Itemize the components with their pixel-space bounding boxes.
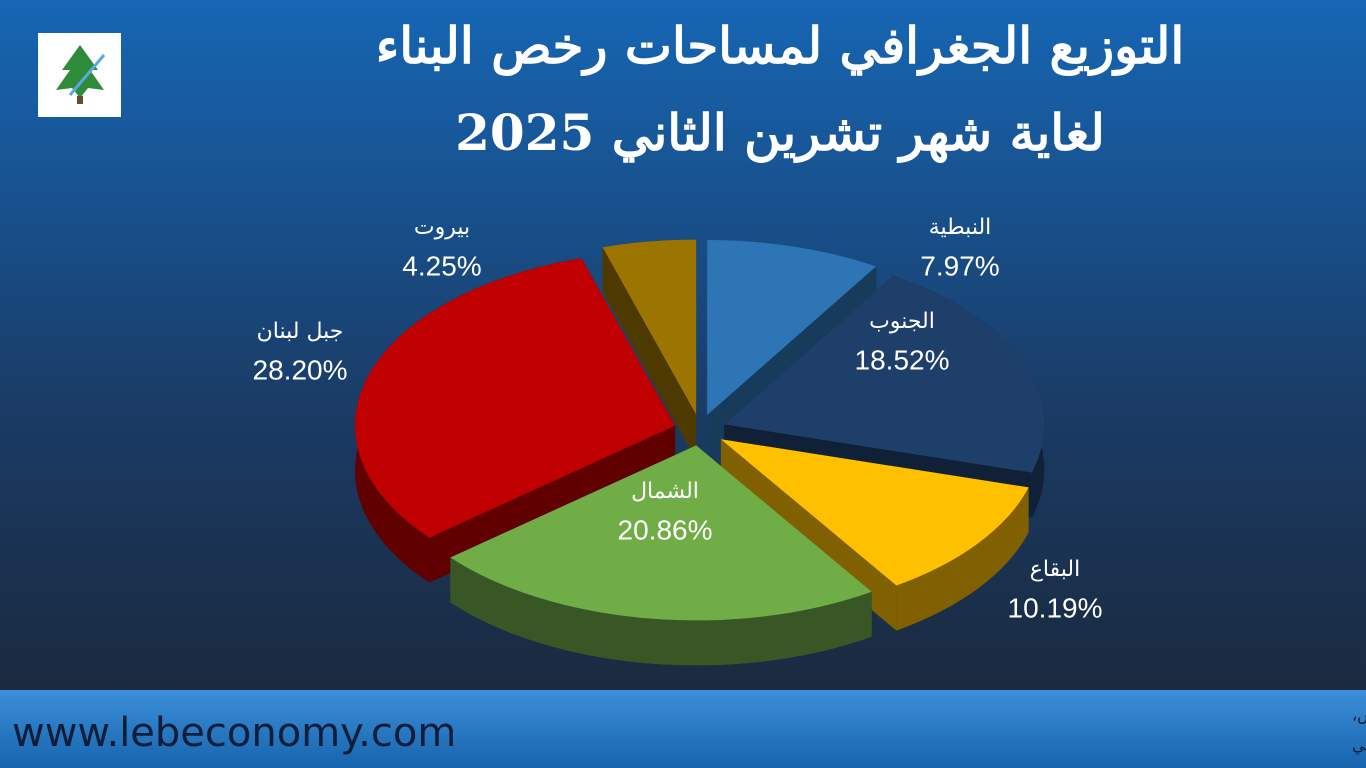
slice xyxy=(602,239,697,460)
slice-value-label: 7.97% xyxy=(920,250,999,281)
slice-top xyxy=(355,258,676,538)
slice-category: الشمال xyxy=(631,479,699,504)
slice-category: بيروت xyxy=(414,215,470,240)
pie xyxy=(355,239,1045,666)
footer-bar xyxy=(0,690,1366,768)
slice-category: النبطية xyxy=(929,215,992,240)
slice-category: البقاع xyxy=(1030,557,1080,582)
slice-top xyxy=(720,439,1029,586)
source-line: المصدر: نقابة المهندسين في بيروت، نقابة … xyxy=(1352,706,1366,726)
slice-side xyxy=(450,557,872,666)
slice-value-label: 20.86% xyxy=(618,514,713,545)
source-line: وحدة الأبحاث الإقتصادية في بنك الإعتماد … xyxy=(1352,735,1366,756)
chart-subtitle: لغاية شهر تشرين الثاني 2025 xyxy=(455,103,1105,163)
slice-value-label: 18.52% xyxy=(855,344,950,375)
slice-top xyxy=(602,239,697,415)
website: www.lebeconomy.com xyxy=(12,710,456,756)
slice-top xyxy=(707,239,877,415)
labels: النبطية 7.97% الجنوب 18.52% البقاع 10.19% الشم… xyxy=(253,215,1103,623)
slice-side xyxy=(896,487,1029,631)
chart-title: التوزيع الجغرافي لمساحات رخص البناء xyxy=(376,16,1184,76)
slice xyxy=(450,445,872,666)
slice-value-label: 10.19% xyxy=(1008,592,1103,623)
slice-wall xyxy=(602,247,697,460)
slice-category: الجنوب xyxy=(869,309,935,334)
slice-value-label: 28.20% xyxy=(253,354,348,385)
slice-top xyxy=(450,445,872,621)
slice-category: جبل لبنان xyxy=(257,319,344,344)
logo xyxy=(38,33,121,117)
slice-top xyxy=(724,275,1045,473)
slice-value-label: 4.25% xyxy=(402,250,481,281)
